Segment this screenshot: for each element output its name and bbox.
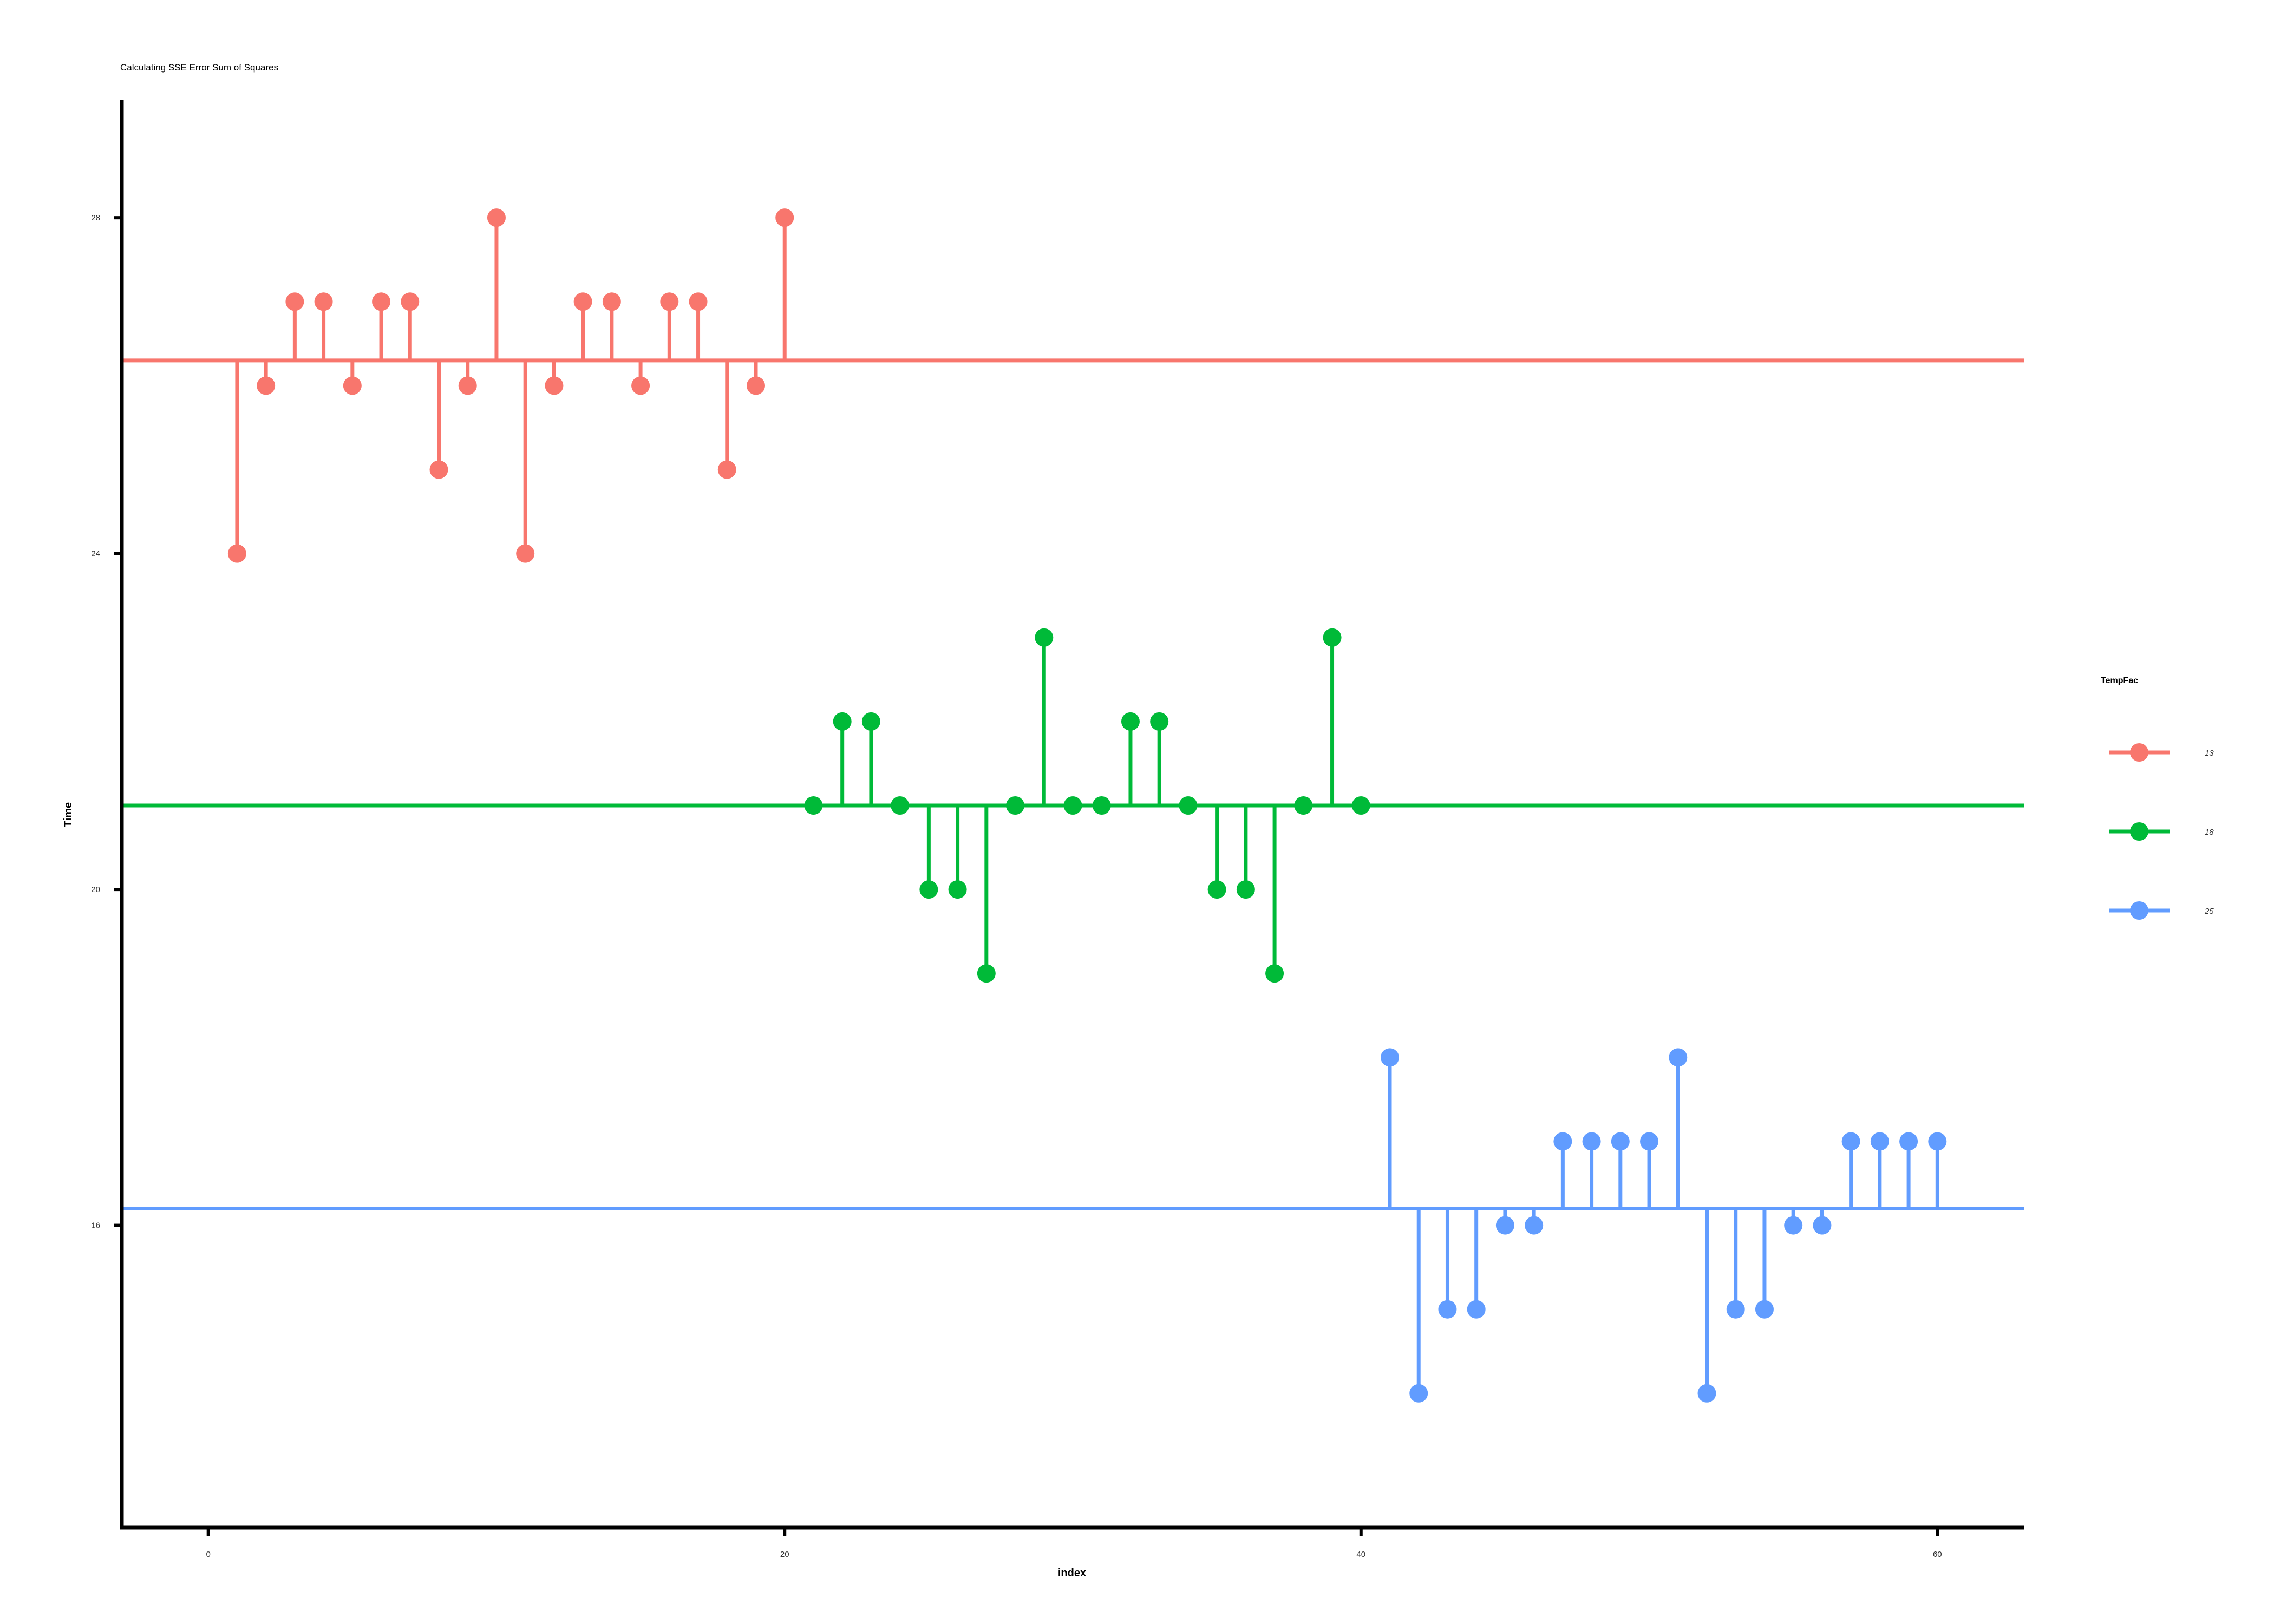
data-point — [717, 460, 736, 479]
data-point — [573, 292, 592, 311]
data-point — [1063, 796, 1082, 815]
data-point — [516, 544, 535, 563]
y-tick-label: 20 — [91, 885, 100, 894]
data-point — [1755, 1300, 1774, 1319]
y-tick-label: 24 — [91, 549, 100, 559]
y-tick-label: 28 — [91, 213, 100, 222]
data-point — [372, 292, 391, 311]
series-13 — [122, 208, 2024, 563]
data-point — [1784, 1216, 1803, 1235]
legend-item-13: 13 — [2109, 743, 2214, 762]
legend-label: 13 — [2205, 749, 2214, 758]
series-18 — [122, 628, 2024, 983]
data-point — [1582, 1132, 1601, 1151]
data-point — [1467, 1300, 1486, 1319]
axes: 16 20 24 28 0 20 40 60 — [91, 100, 2024, 1559]
data-point — [429, 460, 448, 479]
data-point — [1899, 1132, 1918, 1151]
series-25 — [122, 1048, 2024, 1403]
legend-key-point — [2130, 743, 2148, 762]
legend-item-25: 25 — [2109, 901, 2214, 920]
data-point — [948, 880, 967, 899]
legend: TempFac 13 18 25 — [2101, 676, 2214, 920]
data-point — [1150, 712, 1169, 731]
data-point — [1236, 880, 1255, 899]
data-point — [1928, 1132, 1947, 1151]
plot-area — [122, 208, 2024, 1403]
data-point — [804, 796, 823, 815]
legend-label: 25 — [2204, 907, 2214, 916]
data-point — [1525, 1216, 1544, 1235]
data-point — [257, 376, 276, 395]
data-point — [602, 292, 621, 311]
legend-label: 18 — [2205, 828, 2214, 837]
legend-key-point — [2130, 822, 2148, 841]
data-point — [1121, 712, 1140, 731]
data-point — [1351, 796, 1370, 815]
data-point — [1669, 1048, 1688, 1067]
chart-title: Calculating SSE Error Sum of Squares — [120, 62, 278, 73]
data-point — [487, 208, 506, 227]
y-axis-label: Time — [62, 802, 74, 827]
data-point — [1409, 1384, 1428, 1403]
data-point — [458, 376, 477, 395]
data-point — [891, 796, 910, 815]
data-point — [919, 880, 938, 899]
legend-item-18: 18 — [2109, 822, 2214, 841]
data-point — [1265, 964, 1284, 983]
data-point — [401, 292, 420, 311]
data-point — [1726, 1300, 1745, 1319]
data-point — [1006, 796, 1025, 815]
data-point — [1438, 1300, 1457, 1319]
data-point — [285, 292, 304, 311]
data-point — [545, 376, 564, 395]
data-point — [1092, 796, 1111, 815]
data-point — [1640, 1132, 1659, 1151]
data-point — [861, 712, 880, 731]
data-point — [1035, 628, 1054, 647]
data-point — [1697, 1384, 1716, 1403]
data-point — [314, 292, 333, 311]
data-point — [775, 208, 794, 227]
x-tick-label: 20 — [780, 1550, 789, 1559]
data-point — [1611, 1132, 1630, 1151]
x-axis-label: index — [1058, 1567, 1086, 1579]
data-point — [660, 292, 679, 311]
data-point — [1381, 1048, 1399, 1067]
legend-key-point — [2130, 901, 2148, 920]
data-point — [1179, 796, 1198, 815]
data-point — [1553, 1132, 1572, 1151]
data-point — [343, 376, 362, 395]
data-point — [1870, 1132, 1889, 1151]
data-point — [631, 376, 650, 395]
legend-title: TempFac — [2101, 676, 2138, 685]
x-tick-label: 60 — [1933, 1550, 1942, 1559]
data-point — [1207, 880, 1226, 899]
x-tick-label: 40 — [1356, 1550, 1365, 1559]
data-point — [1294, 796, 1313, 815]
data-point — [227, 544, 246, 563]
data-point — [689, 292, 708, 311]
data-point — [1841, 1132, 1860, 1151]
data-point — [747, 376, 765, 395]
data-point — [1813, 1216, 1832, 1235]
data-point — [977, 964, 996, 983]
data-point — [833, 712, 852, 731]
data-point — [1495, 1216, 1514, 1235]
y-tick-label: 16 — [91, 1221, 100, 1230]
x-tick-label: 0 — [206, 1550, 211, 1559]
data-point — [1323, 628, 1342, 647]
